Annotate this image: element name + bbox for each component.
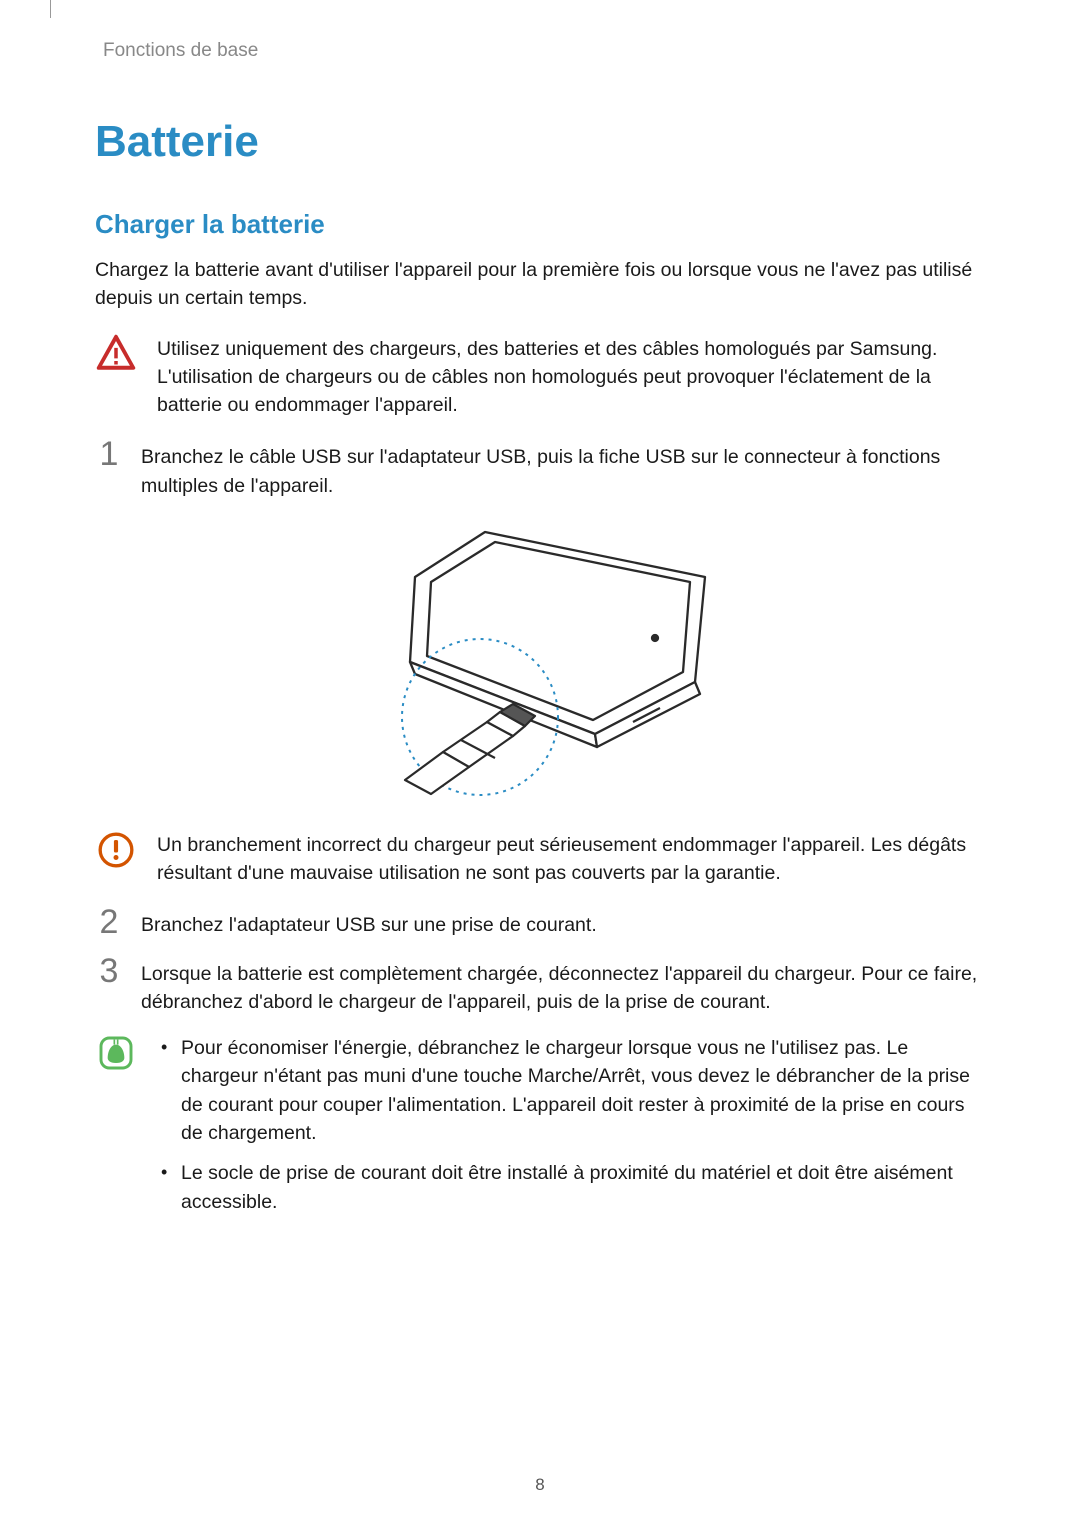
intro-paragraph: Chargez la batterie avant d'utiliser l'a… [95, 256, 985, 313]
step-3-text: Lorsque la batterie est complètement cha… [141, 958, 985, 1017]
caution-text: Un branchement incorrect du chargeur peu… [157, 831, 985, 888]
warning-callout: Utilisez uniquement des chargeurs, des b… [95, 335, 985, 420]
step-1: 1 Branchez le câble USB sur l'adaptateur… [95, 441, 985, 500]
step-1-text: Branchez le câble USB sur l'adaptateur U… [141, 441, 985, 500]
caution-icon [95, 829, 137, 871]
page-title: Batterie [95, 117, 985, 167]
section-heading: Charger la batterie [95, 209, 985, 240]
note-callout: Pour économiser l'énergie, débranchez le… [95, 1034, 985, 1228]
step-2: 2 Branchez l'adaptateur USB sur une pris… [95, 909, 985, 939]
note-list: Pour économiser l'énergie, débranchez le… [157, 1034, 985, 1228]
note-item-1: Pour économiser l'énergie, débranchez le… [157, 1034, 985, 1147]
step-number-2: 2 [95, 905, 123, 939]
note-icon [95, 1032, 137, 1074]
note-item-2: Le socle de prise de courant doit être i… [157, 1159, 985, 1216]
breadcrumb: Fonctions de base [95, 40, 985, 62]
step-number-3: 3 [95, 954, 123, 988]
step-2-text: Branchez l'adaptateur USB sur une prise … [141, 909, 985, 939]
step-number-1: 1 [95, 437, 123, 471]
warning-text: Utilisez uniquement des chargeurs, des b… [157, 335, 985, 420]
page-number: 8 [0, 1475, 1080, 1495]
device-diagram [95, 522, 985, 797]
caution-callout: Un branchement incorrect du chargeur peu… [95, 831, 985, 888]
step-3: 3 Lorsque la batterie est complètement c… [95, 958, 985, 1017]
warning-icon [95, 333, 137, 375]
